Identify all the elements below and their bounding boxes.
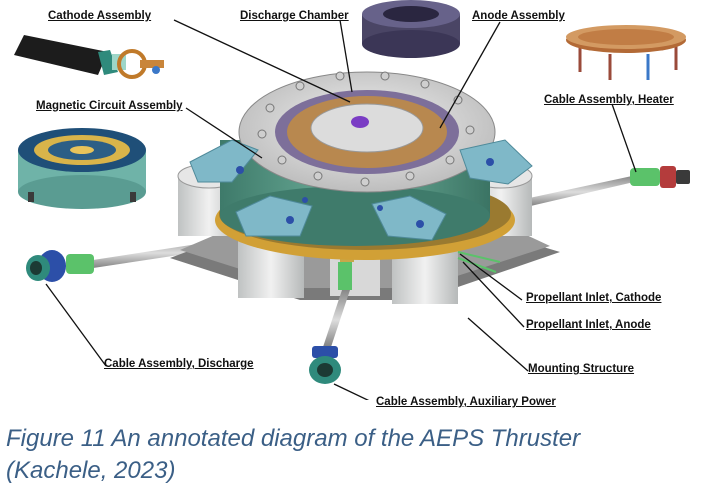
auxiliary-power-cable: [309, 262, 352, 384]
anode-assembly-ring-inset: [362, 0, 460, 58]
propellant-inlet-lines: [457, 251, 501, 273]
label-cable-assembly-discharge: Cable Assembly, Discharge: [104, 358, 254, 370]
bolt-circle: [257, 71, 475, 187]
label-propellant-inlet-cathode: Propellant Inlet, Cathode: [526, 292, 662, 304]
figure-caption-line2: (Kachele, 2023): [6, 457, 176, 484]
mounting-brackets: [189, 139, 533, 241]
heater-cable: [520, 166, 690, 208]
aeps-thruster-model: [26, 71, 690, 384]
label-cathode-assembly: Cathode Assembly: [48, 10, 152, 22]
label-discharge-chamber: Discharge Chamber: [240, 10, 349, 22]
label-cable-assembly-heater: Cable Assembly, Heater: [544, 94, 674, 106]
label-cable-assembly-auxiliary-power: Cable Assembly, Auxiliary Power: [376, 396, 556, 408]
magnetic-circuit-assembly-inset: [18, 128, 146, 209]
label-magnetic-circuit-assembly: Magnetic Circuit Assembly: [36, 100, 183, 112]
label-anode-assembly: Anode Assembly: [472, 10, 565, 22]
figure-caption-line1: Figure 11 An annotated diagram of the AE…: [6, 425, 581, 452]
cathode-assembly-inset: [14, 35, 164, 79]
label-mounting-structure: Mounting Structure: [528, 363, 635, 375]
leader-lines: [45, 19, 637, 400]
magnetic-circuit-top-inset: [566, 25, 686, 80]
aeps-thruster-diagram: [14, 0, 690, 400]
label-propellant-inlet-anode: Propellant Inlet, Anode: [526, 319, 651, 331]
